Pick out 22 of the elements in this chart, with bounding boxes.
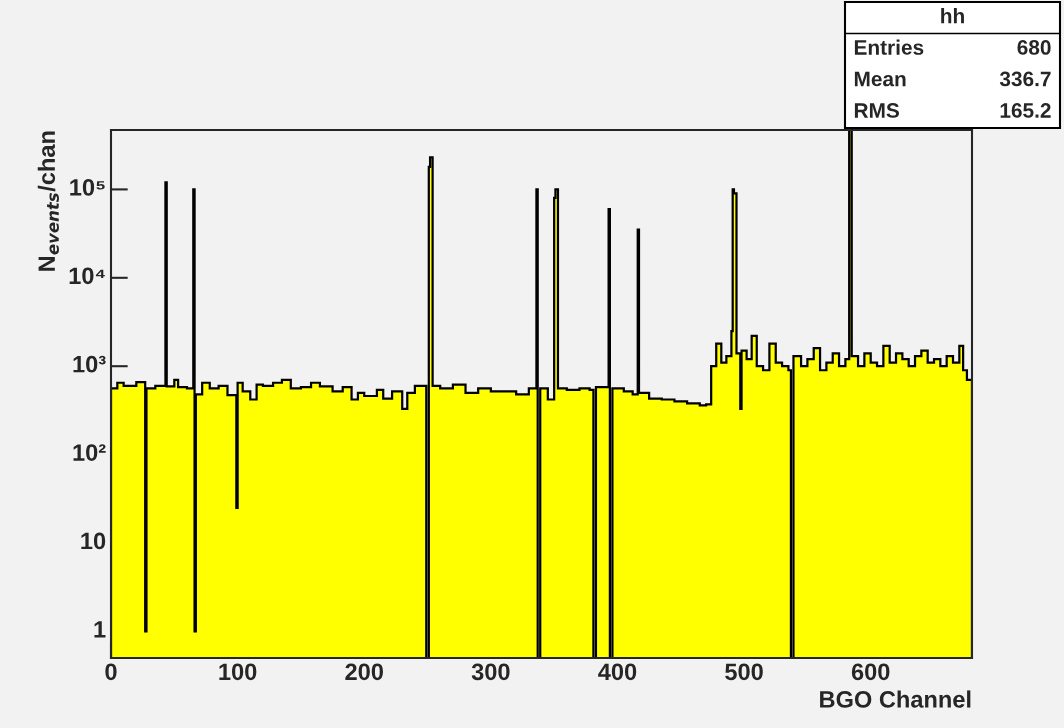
- text: hh: [941, 8, 964, 24]
- y-tick-label: 10⁴: [69, 267, 105, 285]
- y-tick-label: 10³: [73, 355, 106, 373]
- text: 336.7: [999, 71, 1051, 87]
- x-tick-label: 500: [725, 663, 763, 681]
- x-axis-title: BGO Channel: [820, 690, 971, 708]
- x-tick-label: 100: [219, 663, 257, 681]
- text: RMS: [854, 103, 899, 118]
- y-tick-label: 10: [81, 532, 106, 550]
- x-tick-label: 200: [345, 663, 383, 681]
- text: 680: [1017, 40, 1051, 55]
- y-axis-title: N$_{events}$/chan: [37, 131, 59, 271]
- text: Mean: [854, 71, 906, 87]
- x-tick-label: 400: [598, 663, 637, 681]
- x-tick-label: 600: [851, 663, 890, 681]
- y-tick-label: 10⁵: [70, 179, 105, 196]
- y-tick-label: 1: [94, 621, 106, 638]
- y-tick-label: 10²: [73, 444, 106, 461]
- x-tick-label: 300: [471, 663, 510, 681]
- text: Entries: [854, 39, 924, 55]
- x-tick-label: 0: [105, 663, 117, 681]
- text: 165.2: [1000, 103, 1051, 118]
